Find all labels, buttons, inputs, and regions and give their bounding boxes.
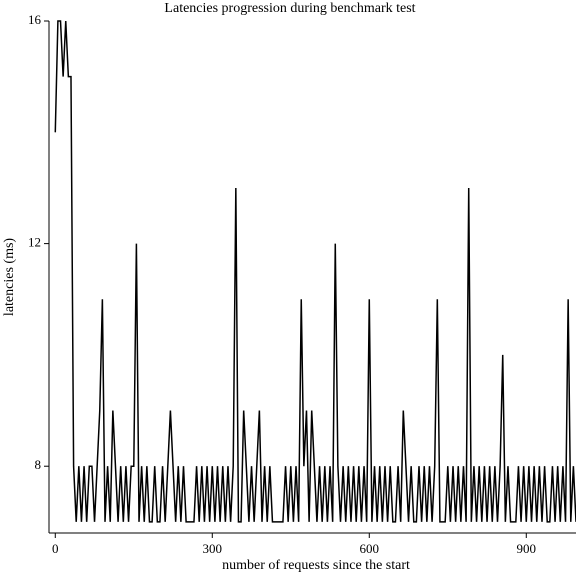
x-tick-label: 900 <box>517 541 537 556</box>
chart-title: Latencies progression during benchmark t… <box>164 1 415 16</box>
y-axis-label: latencies (ms) <box>2 238 17 316</box>
x-tick-label: 300 <box>203 541 223 556</box>
y-tick-label: 12 <box>28 235 41 250</box>
y-tick-label: 16 <box>28 12 42 27</box>
y-tick-label: 8 <box>35 457 42 472</box>
x-tick-label: 0 <box>52 541 59 556</box>
latency-line <box>54 20 576 523</box>
x-axis-label: number of requests since the start <box>222 558 410 573</box>
x-tick-label: 600 <box>360 541 380 556</box>
